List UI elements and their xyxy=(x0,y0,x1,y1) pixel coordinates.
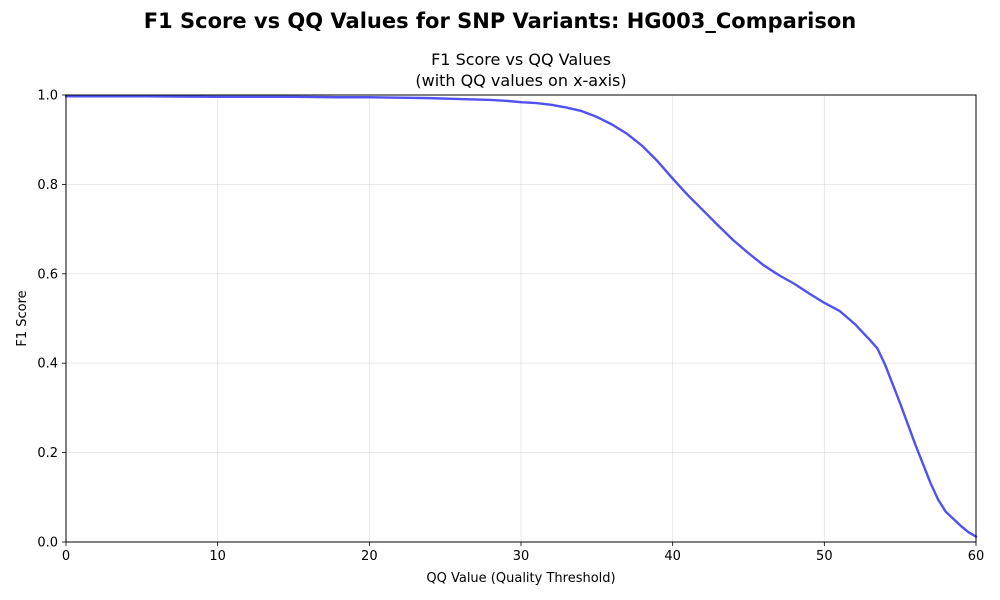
series-line-0 xyxy=(64,95,978,538)
y-tick-label: 0.0 xyxy=(37,536,58,551)
x-axis-label: QQ Value (Quality Threshold) xyxy=(426,571,615,586)
x-tick-label: 0 xyxy=(62,549,70,564)
axes-title-line-2: (with QQ values on x-axis) xyxy=(415,71,626,90)
x-tick-label: 10 xyxy=(209,549,226,564)
series-layer xyxy=(64,95,978,538)
figure-suptitle: F1 Score vs QQ Values for SNP Variants: … xyxy=(144,9,857,33)
grid-lines xyxy=(65,94,977,543)
x-tick-label: 50 xyxy=(816,549,833,564)
x-axis-ticks: 0 10 20 30 40 50 60 xyxy=(62,542,984,564)
y-tick-label: 0.6 xyxy=(37,267,58,282)
y-tick-label: 0.2 xyxy=(37,446,58,461)
y-tick-label: 0.4 xyxy=(37,357,58,372)
axes-title-line-1: F1 Score vs QQ Values xyxy=(431,50,611,69)
y-axis-label: F1 Score xyxy=(15,290,30,346)
y-axis-ticks: 0.0 0.2 0.4 0.6 0.8 1.0 xyxy=(37,89,66,551)
x-tick-label: 20 xyxy=(361,549,378,564)
y-tick-label: 0.8 xyxy=(37,178,58,193)
x-tick-label: 60 xyxy=(968,549,985,564)
x-tick-label: 30 xyxy=(513,549,530,564)
y-tick-label: 1.0 xyxy=(37,89,58,104)
x-tick-label: 40 xyxy=(664,549,681,564)
